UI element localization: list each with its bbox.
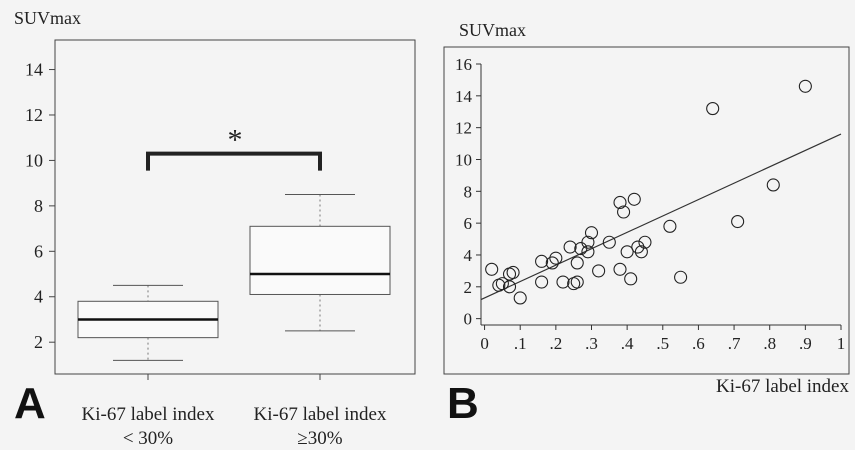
data-point [570,256,584,270]
y-tick-label: 14 [25,60,43,80]
y-tick-label: 8 [464,182,473,201]
panel-a: SUVmax 2 4 6 8 10 12 14 * Ki-67 label index < … [14,8,416,449]
panel-a-plot-frame [54,39,416,375]
data-point [631,240,645,254]
y-tick-label: 4 [464,246,473,265]
data-point [617,205,631,219]
fit-line [480,133,842,301]
data-point [556,275,570,289]
data-point [706,102,720,116]
data-point [766,178,780,192]
data-point [581,235,595,249]
panel-a-ylabel: SUVmax [14,8,81,28]
panel-a-x-ticks [147,374,321,380]
data-point [613,262,627,276]
y-tick-label: 10 [25,150,43,170]
significance-bracket [146,151,322,171]
y-tick-label: 6 [34,241,43,261]
data-point [545,256,559,270]
y-tick-label: 2 [464,278,473,297]
data-point [663,219,677,233]
y-tick-label: 14 [455,87,473,106]
data-point [574,242,588,256]
data-point [570,275,584,289]
data-point [535,275,549,289]
data-point [535,254,549,268]
significance-marker: * [228,124,243,157]
x-tick-label: .2 [549,334,562,353]
group-1-label-line1: Ki-67 label index [82,404,215,425]
y-tick-label: 0 [464,310,473,329]
data-point [502,280,517,294]
data-point [620,245,634,259]
scatter-points [485,79,812,305]
x-tick-label: .4 [621,334,634,353]
data-point [592,264,606,278]
x-tick-label: 0 [480,334,489,353]
x-tick-label: .7 [728,334,741,353]
panel-b-plot-frame [443,46,850,375]
y-tick-label: 12 [455,119,472,138]
x-tick-label: .3 [585,334,598,353]
data-point [627,192,641,206]
regression-line [480,133,842,301]
panel-b: SUVmax 0 2 4 6 8 10 12 14 16 0 .1 .2 .3 .4 .5 .6 .7 .8 .9 1… [443,20,850,428]
y-tick-label: 6 [464,214,473,233]
panel-b-xlabel: Ki-67 label index [716,376,849,397]
panel-a-boxes [77,194,391,361]
group-2-label-line1: Ki-67 label index [254,404,387,425]
box-1 [77,284,219,361]
data-point [634,245,648,259]
data-point [674,270,688,284]
x-tick-label: .5 [656,334,669,353]
x-tick-label: .9 [799,334,812,353]
data-point [581,245,595,259]
y-tick-label: 12 [25,105,43,125]
panel-b-axes: 0 2 4 6 8 10 12 14 16 0 .1 .2 .3 .4 .5 .6 .7 .8 .9 1 [455,55,845,353]
group-1-label-line2: < 30% [123,428,173,449]
data-point [495,277,509,291]
data-point [563,240,577,254]
y-tick-label: 4 [34,287,43,307]
data-point [602,235,616,249]
data-point [624,272,638,286]
data-point [513,291,527,305]
box-2 [249,194,391,332]
x-tick-label: .8 [763,334,776,353]
data-point [638,235,652,249]
panel-b-letter: B [447,379,479,428]
y-tick-label: 10 [455,150,472,169]
panel-a-letter: A [14,379,46,428]
x-tick-label: 1 [837,334,846,353]
x-tick-label: .6 [692,334,705,353]
data-point [798,79,812,93]
data-point [506,265,520,280]
data-point [584,226,599,240]
bracket-path [146,151,322,171]
data-point [549,251,563,265]
data-point [731,215,745,229]
panel-a-y-axis: 2 4 6 8 10 12 14 [25,60,55,352]
x-tick-label: .1 [514,334,527,353]
group-2-label-line2: ≥30% [297,428,342,449]
data-point [613,195,627,210]
y-tick-label: 2 [34,332,43,352]
data-point [485,262,499,276]
y-tick-label: 16 [455,55,472,74]
y-tick-label: 8 [34,196,43,216]
panel-b-ylabel: SUVmax [459,20,526,40]
box-iqr [249,225,391,295]
